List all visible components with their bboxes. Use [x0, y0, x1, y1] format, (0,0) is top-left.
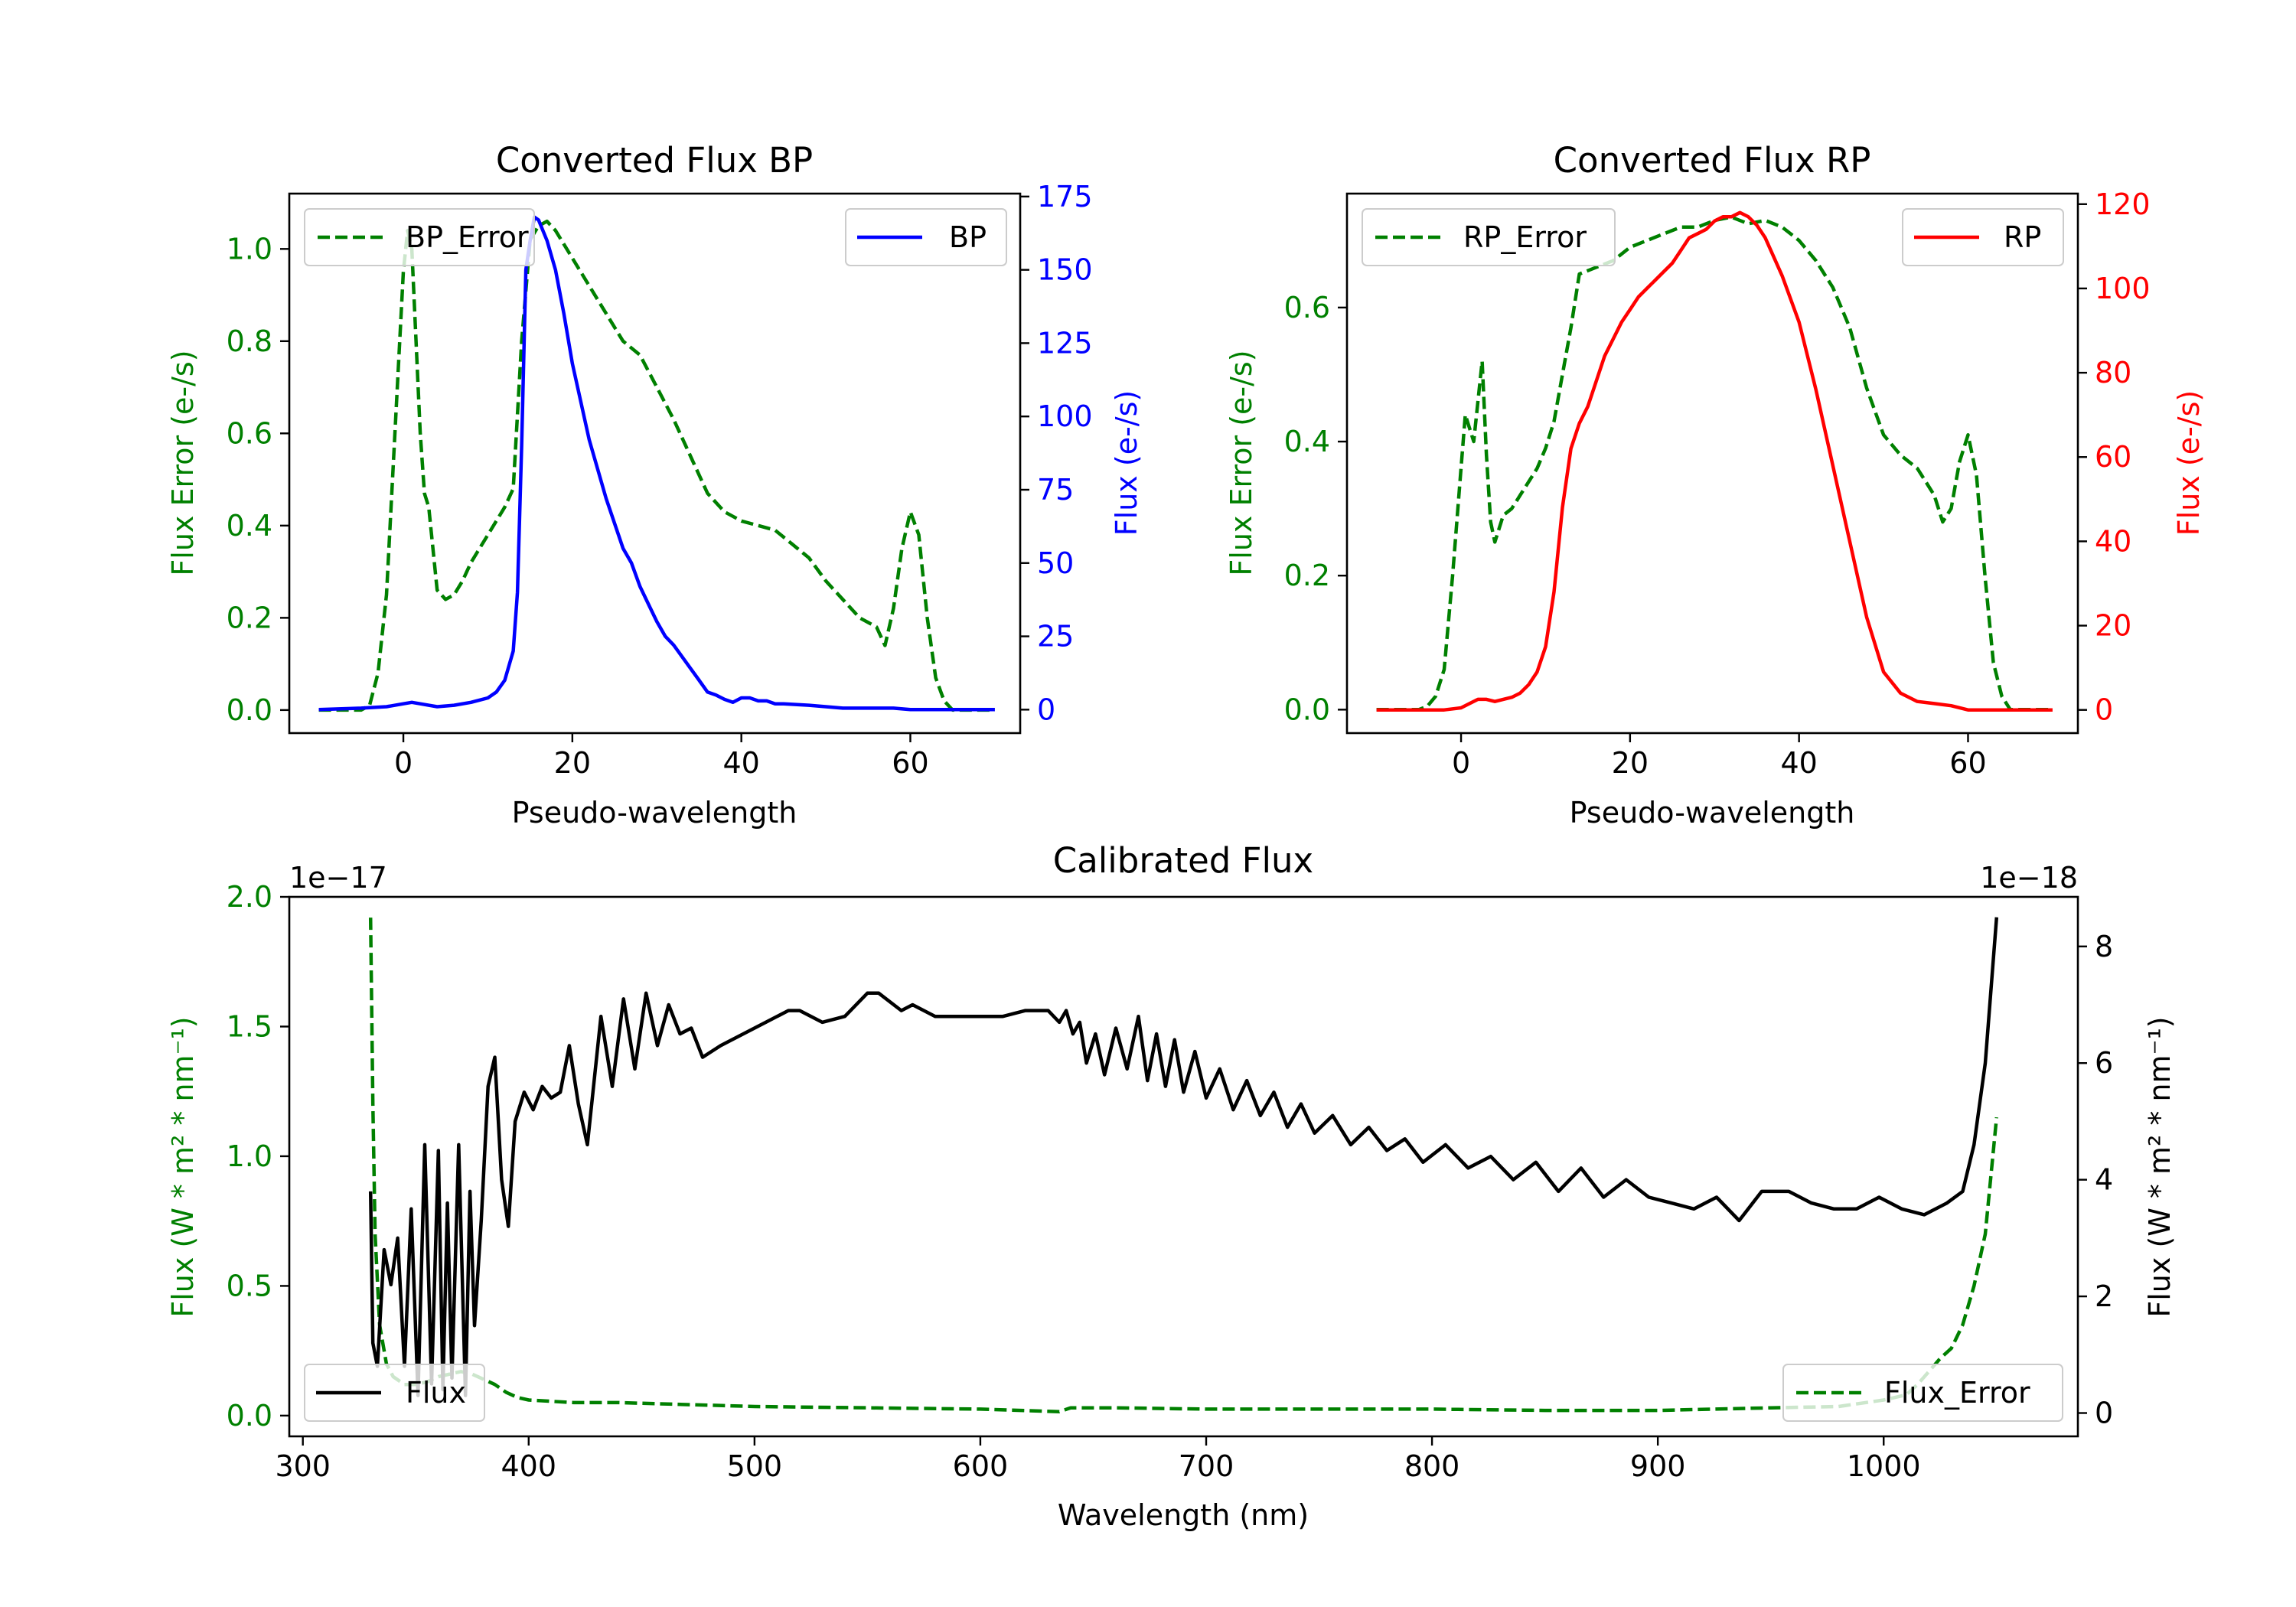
cal-xtick-label: 900 [1630, 1449, 1686, 1483]
bp-ytick-right-label: 175 [1037, 180, 1093, 214]
cal-ytick-right-label: 2 [2095, 1279, 2113, 1313]
rp-legend-right-label: RP [2004, 220, 2041, 254]
bp-series-bp-error [318, 219, 995, 712]
cal-legend-left-label: Flux [406, 1376, 466, 1410]
rp-xlabel: Pseudo-wavelength [1570, 796, 1855, 830]
rp-ticks: 0 20 40 60 0.0 0.2 0.4 0.6 0 20 40 60 80 100 120 [1284, 187, 2151, 780]
cal-series-flux [368, 917, 1999, 1397]
bp-xlabel: Pseudo-wavelength [512, 796, 797, 830]
bp-lines [318, 215, 995, 712]
bp-ytick-right-label: 100 [1037, 399, 1093, 433]
cal-ylabel-left: Flux (W * m² * nm⁻¹) [166, 1016, 200, 1317]
bp-ytick-left-label: 1.0 [227, 232, 272, 266]
rp-lines [1376, 210, 2053, 712]
bp-xtick-label: 0 [394, 746, 413, 780]
bp-title: Converted Flux BP [496, 140, 813, 181]
bp-xtick-label: 60 [892, 746, 928, 780]
cal-panel: Calibrated Flux 1e−17 1e−18 300 400 500 600… [166, 840, 2177, 1532]
bp-ytick-right-label: 0 [1037, 693, 1055, 726]
cal-ticks: 300 400 500 600 700 800 900 1000 0.0 0.5 1.0 1.5 2.0… [227, 880, 2114, 1483]
rp-xtick-label: 20 [1612, 746, 1649, 780]
rp-legend-left-label: RP_Error [1463, 220, 1587, 254]
bp-legend-left-label: BP_Error [406, 220, 529, 254]
bp-ytick-left-label: 0.8 [227, 324, 272, 358]
rp-ytick-right-label: 60 [2095, 440, 2131, 474]
cal-xtick-label: 400 [501, 1449, 557, 1483]
rp-legend-right: RP [1902, 208, 2064, 266]
cal-ytick-right-label: 4 [2095, 1163, 2113, 1197]
cal-legend-right-label: Flux_Error [1884, 1376, 2030, 1410]
bp-series-bp [318, 215, 995, 712]
bp-legend-right: BP [845, 208, 1007, 266]
cal-offset-left: 1e−17 [289, 861, 387, 895]
cal-axes-frame [288, 895, 2079, 1438]
rp-xtick-label: 40 [1780, 746, 1817, 780]
cal-ytick-right-label: 6 [2095, 1046, 2113, 1080]
rp-ytick-right-label: 80 [2095, 356, 2131, 390]
cal-ytick-right-label: 0 [2095, 1397, 2113, 1430]
cal-xtick-label: 300 [275, 1449, 331, 1483]
cal-xlabel: Wavelength (nm) [1058, 1498, 1309, 1532]
rp-title: Converted Flux RP [1554, 140, 1871, 181]
rp-ytick-left-label: 0.2 [1284, 559, 1330, 592]
rp-ytick-left-label: 0.4 [1284, 425, 1330, 458]
rp-ytick-right-label: 100 [2095, 272, 2151, 305]
rp-axes-frame [1345, 192, 2079, 735]
cal-ytick-left-label: 1.5 [227, 1009, 272, 1043]
rp-panel: Converted Flux RP 0 20 40 60 0.0 0.2 0.4 0.6 0 20… [1225, 140, 2206, 830]
rp-ytick-left-label: 0.6 [1284, 291, 1330, 324]
cal-ylabel-right: Flux (W * m² * nm⁻¹) [2143, 1016, 2177, 1317]
rp-ytick-right-label: 0 [2095, 693, 2113, 727]
cal-xtick-label: 800 [1404, 1449, 1460, 1483]
bp-ytick-right-label: 25 [1037, 620, 1074, 654]
rp-ytick-left-label: 0.0 [1284, 693, 1330, 726]
bp-ytick-right-label: 125 [1037, 326, 1093, 360]
cal-xtick-label: 600 [953, 1449, 1009, 1483]
bp-panel: Converted Flux BP 0 20 40 60 0.0 0.2 0.4 0.6 0.8… [166, 140, 1143, 830]
cal-ytick-right-label: 8 [2095, 930, 2113, 963]
rp-ytick-right-label: 20 [2095, 609, 2131, 643]
rp-xtick-label: 60 [1949, 746, 1986, 780]
bp-xtick-label: 40 [722, 746, 759, 780]
bp-ytick-left-label: 0.4 [227, 509, 272, 543]
bp-legend-right-label: BP [949, 220, 987, 254]
rp-xtick-label: 0 [1452, 746, 1470, 780]
cal-offset-right: 1e−18 [1980, 861, 2078, 895]
cal-ytick-left-label: 1.0 [227, 1139, 272, 1173]
rp-series-rp [1376, 210, 2053, 712]
cal-ytick-left-label: 2.0 [227, 880, 272, 914]
bp-legend-left: BP_Error [304, 208, 535, 266]
cal-ytick-left-label: 0.0 [227, 1399, 272, 1433]
bp-ytick-right-label: 150 [1037, 253, 1093, 287]
cal-title: Calibrated Flux [1053, 840, 1313, 881]
rp-ytick-right-label: 120 [2095, 187, 2151, 221]
cal-xtick-label: 1000 [1847, 1449, 1921, 1483]
rp-ytick-right-label: 40 [2095, 524, 2131, 558]
cal-legend-left: Flux [304, 1364, 485, 1422]
rp-ylabel-left: Flux Error (e-/s) [1225, 350, 1258, 575]
cal-legend-right: Flux_Error [1782, 1364, 2063, 1422]
cal-xtick-label: 500 [727, 1449, 783, 1483]
bp-ytick-left-label: 0.0 [227, 693, 272, 727]
bp-ylabel-left: Flux Error (e-/s) [166, 350, 200, 575]
bp-ylabel-right: Flux (e-/s) [1110, 390, 1143, 536]
bp-ytick-left-label: 0.6 [227, 416, 272, 450]
bp-ticks: 0 20 40 60 0.0 0.2 0.4 0.6 0.8 1.0 0 25 50 75 100 125 15… [227, 180, 1093, 780]
rp-ylabel-right: Flux (e-/s) [2172, 390, 2206, 536]
cal-xtick-label: 700 [1179, 1449, 1234, 1483]
bp-ytick-right-label: 75 [1037, 473, 1074, 507]
bp-xtick-label: 20 [554, 746, 591, 780]
rp-legend-left: RP_Error [1362, 208, 1616, 266]
bp-ytick-right-label: 50 [1037, 546, 1074, 580]
rp-series-rp-error [1376, 215, 2053, 712]
bp-axes-frame [288, 192, 1022, 735]
cal-ytick-left-label: 0.5 [227, 1269, 272, 1302]
bp-ytick-left-label: 0.2 [227, 601, 272, 634]
